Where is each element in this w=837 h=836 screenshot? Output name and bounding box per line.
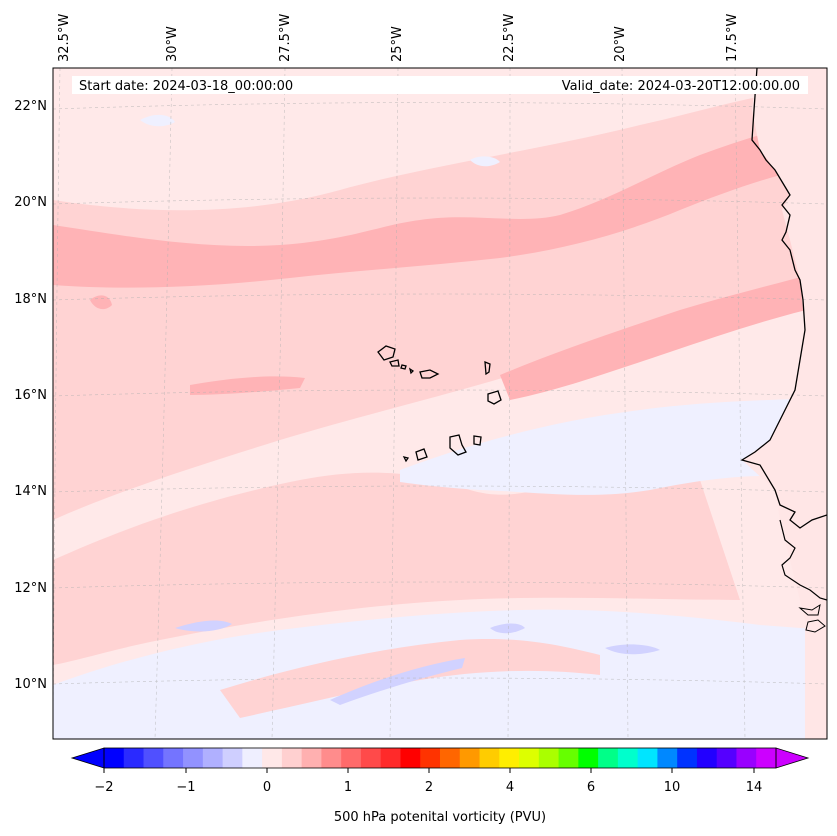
land-area [742, 68, 827, 739]
colorbar-swatch [479, 748, 500, 768]
colorbar-swatch [143, 748, 164, 768]
colorbar-swatch [281, 748, 303, 768]
lon-label: 22.5°W [502, 14, 517, 62]
colorbar-swatch [617, 748, 639, 768]
colorbar-tick-label: 6 [587, 780, 595, 795]
pv-contour-core [500, 270, 827, 400]
pv-contour-negative-core [490, 623, 525, 634]
pv-contour-band [53, 465, 740, 665]
pv-contour-negative-core [605, 644, 660, 655]
lon-label: 17.5°W [725, 14, 740, 62]
colorbar-swatch [341, 748, 362, 768]
colorbar-swatch [499, 748, 520, 768]
colorbar-extend-min [70, 747, 105, 769]
lat-label: 18°N [14, 292, 47, 307]
colorbar-swatch [380, 748, 401, 768]
coastline [798, 603, 826, 633]
colorbar-swatch [459, 748, 481, 768]
colorbar-swatch [183, 748, 204, 768]
colorbar-tick-label: 10 [664, 780, 681, 795]
colorbar-swatch [123, 748, 145, 768]
colorbar-swatch [558, 748, 579, 768]
colorbar-swatch [222, 748, 243, 768]
colorbar-swatches [104, 748, 777, 768]
colorbar-swatch [716, 748, 737, 768]
colorbar-swatch [538, 748, 560, 768]
coastline [740, 68, 827, 529]
colorbar-tick-label: −2 [94, 780, 113, 795]
colorbar-swatch [736, 748, 757, 768]
colorbar-swatch [321, 748, 342, 768]
colorbar-frame [103, 747, 777, 769]
lat-label: 12°N [14, 581, 47, 596]
lon-label: 30°W [165, 26, 180, 62]
colorbar-swatch [163, 748, 184, 768]
lon-label: 20°W [613, 26, 628, 62]
valid-date-text: Valid_date: 2024-03-20T12:00:00.00 [562, 79, 800, 94]
colorbar-swatch [242, 748, 263, 768]
lon-label: 25°W [390, 26, 405, 62]
lon-label: 32.5°W [57, 14, 72, 62]
cape-verde-islands [377, 345, 502, 463]
lat-label: 10°N [14, 677, 47, 692]
colorbar-tick-label: 4 [506, 780, 514, 795]
map-frame [52, 67, 828, 740]
coastline [779, 519, 827, 601]
colorbar-swatch [598, 748, 619, 768]
colorbar-swatch [756, 748, 777, 768]
colorbar-tick-label: 1 [344, 780, 352, 795]
colorbar-swatch [578, 748, 599, 768]
lon-label: 27.5°W [278, 14, 293, 62]
lat-label: 20°N [14, 195, 47, 210]
colorbar-tick-label: −1 [176, 780, 195, 795]
start-date-text: Start date: 2024-03-18_00:00:00 [79, 79, 293, 94]
colorbar-swatch [104, 748, 125, 768]
colorbar-swatch [519, 748, 540, 768]
colorbar-swatch [657, 748, 678, 768]
colorbar-swatch [202, 748, 224, 768]
colorbar-swatch [360, 748, 382, 768]
lat-label: 22°N [14, 99, 47, 114]
colorbar-tick-label: 14 [746, 780, 763, 795]
colorbar-tick-label: 0 [263, 780, 271, 795]
pv-contour-negative [140, 114, 175, 127]
colorbar-swatch [400, 748, 421, 768]
info-box [72, 76, 808, 94]
pv-contour-negative [400, 398, 827, 495]
gridlines [53, 68, 827, 739]
colorbar-swatch [262, 748, 283, 768]
colorbar-label: 500 hPa potenital vorticity (PVU) [334, 810, 546, 825]
colorbar: −2 −1 0 1 2 4 6 10 14 500 hPa potenital … [70, 747, 810, 825]
colorbar-tick-label: 2 [425, 780, 433, 795]
colorbar-ticks [103, 768, 755, 773]
lat-label: 16°N [14, 388, 47, 403]
colorbar-swatch [637, 748, 658, 768]
pv-contour-core [190, 376, 305, 395]
lat-label: 14°N [14, 484, 47, 499]
colorbar-swatch [696, 748, 718, 768]
colorbar-swatch [420, 748, 441, 768]
colorbar-extend-max [775, 747, 810, 769]
pv-contour-negative-core [175, 620, 232, 632]
pv-contour-negative [470, 156, 500, 167]
pv-contour-core [53, 118, 827, 288]
pv-contour-negative-core [330, 658, 465, 705]
colorbar-swatch [440, 748, 461, 768]
colorbar-swatch [677, 748, 698, 768]
map-panel [53, 68, 827, 739]
colorbar-swatch [301, 748, 322, 768]
